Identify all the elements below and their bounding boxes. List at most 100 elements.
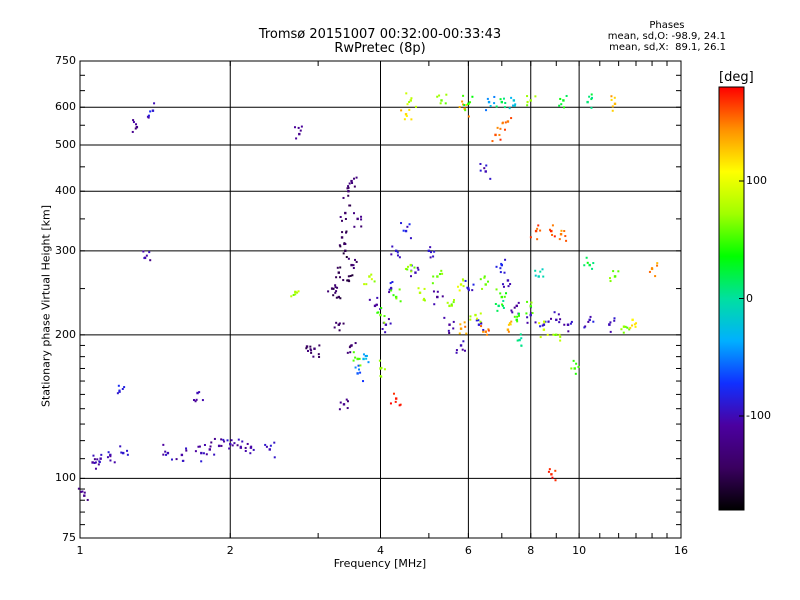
data-point xyxy=(456,285,459,288)
data-point xyxy=(409,237,412,240)
data-point xyxy=(427,249,431,253)
data-point xyxy=(265,445,268,448)
data-point xyxy=(452,327,455,330)
y-tick-label: 600 xyxy=(55,100,76,114)
data-point xyxy=(477,323,481,326)
data-point xyxy=(132,121,135,124)
data-point xyxy=(508,322,511,325)
data-point xyxy=(181,459,184,462)
data-point xyxy=(383,321,386,324)
data-point xyxy=(479,169,482,172)
data-point xyxy=(648,270,651,273)
data-point xyxy=(441,295,444,298)
data-point xyxy=(405,115,408,118)
data-point xyxy=(563,323,566,326)
data-point xyxy=(143,257,146,260)
data-point xyxy=(118,389,121,392)
data-point xyxy=(423,297,426,300)
data-point xyxy=(339,276,342,279)
data-point xyxy=(332,287,335,290)
data-point xyxy=(467,289,470,292)
data-point xyxy=(83,494,86,497)
data-point xyxy=(343,243,346,246)
data-point xyxy=(339,401,342,404)
data-point xyxy=(577,365,580,368)
data-point xyxy=(471,95,474,98)
data-point xyxy=(360,225,363,228)
data-point xyxy=(495,288,498,291)
data-point xyxy=(554,479,557,482)
data-point xyxy=(461,100,464,103)
data-point xyxy=(549,230,552,233)
data-point xyxy=(356,372,359,375)
data-point xyxy=(80,490,83,493)
data-point xyxy=(347,257,350,260)
data-point xyxy=(423,299,426,302)
y-axis-label: Stationary phase Virtual Height [km] xyxy=(39,204,53,408)
data-point xyxy=(249,452,252,455)
data-point xyxy=(432,255,435,258)
data-point xyxy=(502,97,505,100)
data-point xyxy=(462,103,465,106)
data-point xyxy=(387,318,390,321)
data-point xyxy=(553,311,556,314)
data-point xyxy=(402,229,405,232)
data-point xyxy=(226,439,229,442)
data-point xyxy=(609,321,612,324)
data-point xyxy=(558,333,561,336)
data-point xyxy=(536,227,539,230)
y-tick-label: 500 xyxy=(55,137,76,151)
data-point xyxy=(502,306,505,309)
data-point xyxy=(501,283,504,286)
data-point xyxy=(342,403,346,406)
data-point xyxy=(455,351,458,354)
data-point xyxy=(230,439,233,442)
data-point xyxy=(487,329,490,332)
data-point xyxy=(394,249,398,253)
data-point xyxy=(560,103,563,106)
data-point xyxy=(100,453,103,456)
data-point xyxy=(244,446,247,449)
data-point xyxy=(356,217,359,221)
data-point xyxy=(96,458,99,461)
data-point xyxy=(342,322,345,325)
data-point xyxy=(350,344,353,347)
data-point xyxy=(588,263,591,267)
data-point xyxy=(564,235,567,238)
data-point xyxy=(347,194,350,197)
data-point xyxy=(368,275,371,278)
data-point xyxy=(151,109,155,112)
data-point xyxy=(656,262,659,265)
data-point xyxy=(205,453,208,456)
data-point xyxy=(501,122,504,125)
data-point xyxy=(480,321,483,324)
data-point xyxy=(353,212,356,215)
data-point xyxy=(126,453,129,456)
data-point xyxy=(344,249,347,253)
data-point xyxy=(501,304,504,307)
data-point xyxy=(142,250,145,253)
data-point xyxy=(559,318,562,321)
data-point xyxy=(220,438,223,441)
data-point xyxy=(249,446,253,449)
data-point xyxy=(180,453,184,457)
data-point xyxy=(342,252,345,255)
data-point xyxy=(484,170,487,173)
data-point xyxy=(86,498,89,501)
data-point xyxy=(268,448,271,451)
data-point xyxy=(400,109,403,112)
data-point xyxy=(317,353,320,356)
data-point xyxy=(565,239,568,242)
data-point xyxy=(483,167,486,170)
colorbar xyxy=(718,86,745,511)
data-point xyxy=(175,458,178,461)
data-point xyxy=(445,93,448,96)
data-point xyxy=(269,444,272,447)
data-point xyxy=(585,256,588,259)
data-point xyxy=(305,347,308,350)
colorbar-label: [deg] xyxy=(719,70,754,85)
data-point xyxy=(499,271,502,274)
data-point xyxy=(537,224,540,227)
data-point xyxy=(572,359,575,362)
data-point xyxy=(433,303,436,306)
